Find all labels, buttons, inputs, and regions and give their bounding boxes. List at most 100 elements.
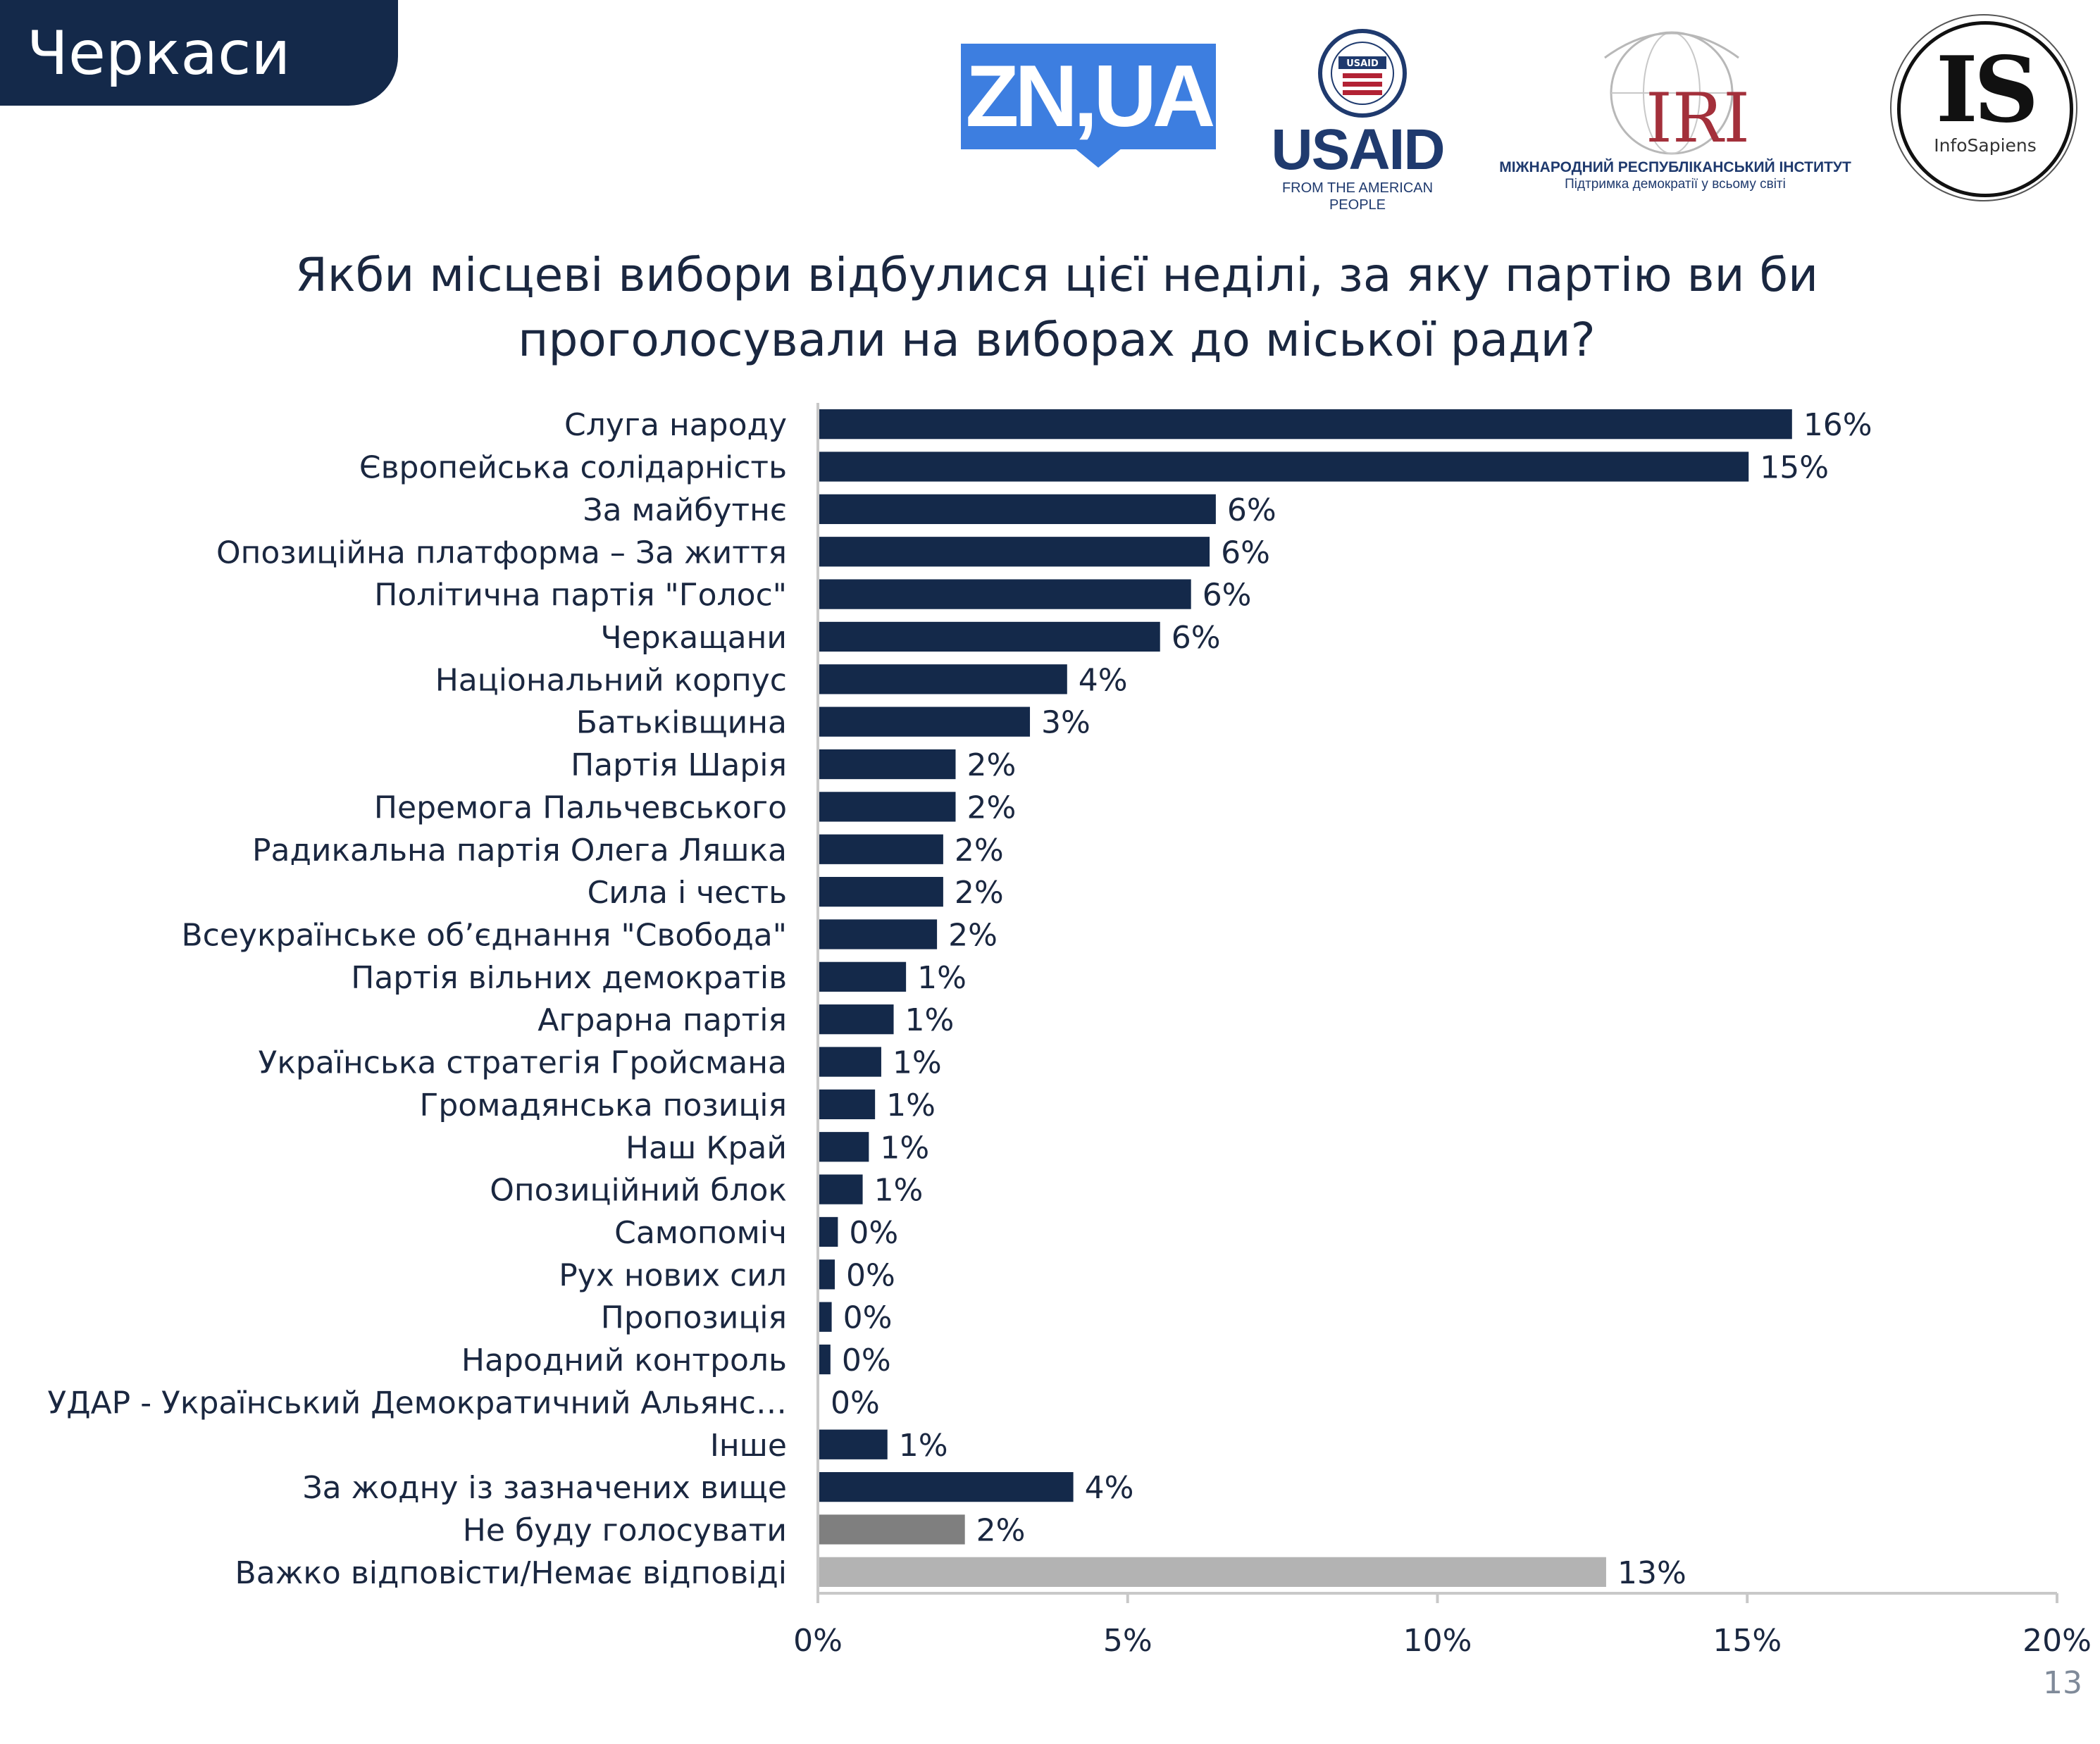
data-label: 0%: [831, 1385, 880, 1421]
x-tick-label: 15%: [1713, 1623, 1782, 1659]
infosapiens-ring: [1890, 14, 2077, 201]
bar: [819, 876, 943, 907]
category-label: Наш Край: [626, 1130, 787, 1166]
bar: [819, 1259, 835, 1290]
data-label: 1%: [893, 1045, 942, 1081]
chart-title-line-1: Якби місцеві вибори відбулися цієї неділ…: [294, 248, 1819, 302]
data-label: 2%: [967, 790, 1016, 826]
data-label: 0%: [849, 1215, 898, 1251]
data-label: 0%: [843, 1300, 893, 1336]
data-label: 1%: [880, 1130, 929, 1166]
category-label: Народний контроль: [461, 1343, 787, 1378]
x-tick-label: 10%: [1403, 1623, 1472, 1659]
category-label: Політична партія "Голос": [374, 578, 787, 613]
bar: [819, 1174, 863, 1204]
x-tick-label: 0%: [793, 1623, 843, 1659]
category-label: Європейська солідарність: [359, 450, 787, 486]
data-label: 1%: [899, 1428, 948, 1464]
bar: [819, 664, 1067, 695]
data-label: 1%: [917, 960, 967, 996]
chart-title: Якби місцеві вибори відбулися цієї неділ…: [106, 243, 2008, 373]
category-label: Черкащани: [601, 620, 787, 656]
bar: [819, 834, 943, 864]
data-label: 2%: [976, 1512, 1026, 1548]
bar: [819, 1302, 832, 1332]
bar: [819, 579, 1191, 609]
data-label: 2%: [948, 917, 998, 953]
bar: [819, 706, 1031, 737]
data-label: 15%: [1760, 450, 1829, 486]
category-label: Опозиційний блок: [490, 1173, 787, 1209]
data-label: 2%: [955, 833, 1004, 868]
chart-title-line-2: проголосували на виборах до міської ради…: [518, 313, 1596, 367]
bar: [819, 1429, 888, 1459]
usaid-seal-text: USAID: [1346, 58, 1379, 69]
usaid-tagline: FROM THE AMERICAN PEOPLE: [1281, 180, 1434, 213]
category-label: Аграрна партія: [538, 1002, 787, 1038]
bar: [819, 749, 956, 780]
category-label: Партія вільних демократів: [351, 960, 787, 996]
bar: [819, 537, 1210, 567]
bar: [819, 1471, 1074, 1502]
category-label: Партія Шарія: [571, 747, 787, 783]
category-label: Пропозиція: [601, 1300, 787, 1336]
data-label: 3%: [1041, 705, 1091, 741]
category-label: Рух нових сил: [559, 1257, 787, 1293]
category-label: Не буду голосувати: [463, 1512, 787, 1548]
infosapiens-circle: [1897, 21, 2073, 197]
data-label: 0%: [842, 1343, 891, 1378]
category-label: Громадянська позиція: [420, 1088, 787, 1123]
data-label: 16%: [1803, 407, 1872, 443]
category-label: Самопоміч: [614, 1215, 787, 1251]
bar: [819, 1132, 869, 1162]
bar: [819, 961, 907, 992]
category-label: За жодну із зазначених вище: [302, 1470, 787, 1506]
data-label: 6%: [1172, 620, 1221, 656]
bar: [819, 1216, 838, 1247]
iri-wordmark: IRI: [1645, 79, 1751, 158]
category-label: Українська стратегія Гройсмана: [259, 1045, 788, 1081]
city-header: Черкаси: [0, 0, 398, 106]
bar: [819, 1344, 831, 1375]
iri-name: МІЖНАРОДНИЙ РЕСПУБЛІКАНСЬКИЙ ІНСТИТУТ: [1499, 159, 1851, 175]
data-label: 13%: [1617, 1555, 1686, 1591]
data-label: 6%: [1221, 535, 1270, 571]
data-label: 1%: [874, 1173, 924, 1209]
bar: [819, 1089, 876, 1120]
data-label: 6%: [1227, 492, 1276, 528]
bar: [819, 621, 1160, 652]
category-label: Перемога Пальчевського: [374, 790, 787, 826]
infosapiens-name: InfoSapiens: [1934, 135, 2037, 156]
bar: [819, 919, 938, 949]
category-label: Опозиційна платформа – За життя: [216, 535, 787, 571]
category-label: Батьківщина: [576, 705, 787, 741]
data-label: 2%: [955, 875, 1004, 911]
data-label: 1%: [905, 1002, 955, 1038]
bar: [819, 409, 1792, 440]
bar: [819, 1004, 894, 1035]
bar: [819, 1514, 965, 1545]
category-label: Важко відповісти/Немає відповіді: [235, 1555, 787, 1591]
infosapiens-mark: IS: [1935, 37, 2039, 143]
data-label: 2%: [967, 747, 1016, 783]
bar: [819, 1047, 881, 1077]
category-label: Національний корпус: [435, 662, 787, 698]
x-tick-label: 5%: [1103, 1623, 1152, 1659]
category-label: Всеукраїнське об’єднання "Свобода": [181, 917, 787, 953]
data-label: 4%: [1085, 1470, 1134, 1506]
category-label: Слуга народу: [564, 407, 787, 443]
category-label: Інше: [710, 1428, 787, 1464]
bar: [819, 792, 956, 822]
iri-slogan: Підтримка демократії у всьому світі: [1565, 177, 1786, 192]
bar: [819, 494, 1216, 525]
iri-globe-icon: [1604, 31, 1739, 155]
usaid-wordmark: USAID: [1271, 118, 1445, 182]
zn-ua-logo-tail: [1074, 148, 1122, 168]
page-number: 13: [2043, 1665, 2082, 1701]
bar: [819, 1557, 1606, 1587]
zn-ua-logo: ZN,UA: [961, 44, 1216, 149]
category-label: УДАР - Український Демократичний Альянс…: [47, 1385, 787, 1421]
city-name: Черкаси: [27, 18, 291, 89]
bar: [819, 451, 1749, 482]
